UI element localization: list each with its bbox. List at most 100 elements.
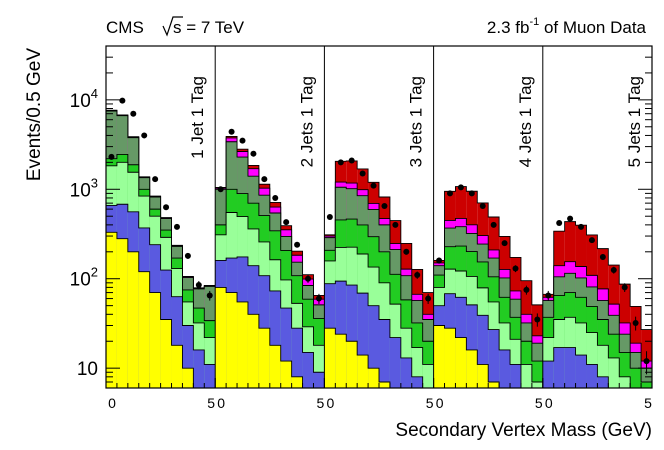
outline-lightgreen-panel4 [433,268,543,383]
x-tick-label-9: 0 [545,395,553,411]
data-point-panel4-bin9 [523,286,530,293]
stacked-bars [106,109,652,389]
outline-red-panel5 [542,221,652,331]
x-tick-label-1: 0 [108,395,116,411]
bar-lightgreen-panel5-bin8 [619,376,631,388]
outline-lightgreen-panel5 [542,316,652,389]
panel-dividers [214,46,544,388]
bar-blue-panel5-bin4 [575,355,587,388]
x-tick-label-5: 0 [327,395,335,411]
data-point-panel4-bin7 [501,240,508,247]
bar-yellow-panel2-bin2 [226,292,238,388]
data-point-panel2-bin8 [294,241,301,248]
bar-yellow-panel1-bin1 [106,232,117,388]
bar-lightgreen-panel4-bin8 [510,339,521,388]
bar-blue-panel4-bin4 [466,304,478,388]
y-tick-label-2: 102 [70,265,98,291]
data-point-panel5-bin10 [643,358,650,365]
x-tick-label-7: 0 [436,395,444,411]
x-tick-label-2: 5 [207,395,215,411]
bar-yellow-panel4-bin4 [466,349,478,388]
bar-yellow-panel3-bin3 [346,341,358,388]
data-point-panel3-bin8 [403,248,410,255]
bar-blue-panel3-bin7 [389,337,401,388]
bar-darkgreen-panel5-bin10 [641,368,652,388]
data-point-panel5-bin6 [599,253,606,260]
y-tick-label-3: 103 [70,175,98,201]
data-point-panel3-bin10 [425,295,432,302]
panel-label-1: 1 Jet 1 Tag [188,76,207,159]
data-point-panel2-bin5 [261,176,268,183]
outline-green-panel2 [215,188,325,319]
bar-blue-panel2-bin7 [280,308,292,388]
x-tick-label-3: 0 [217,395,225,411]
bar-blue-panel3-bin3 [346,285,358,388]
panel-label-5: 5 Jets 1 Tag [625,76,644,167]
bar-lightgreen-panel3-bin9 [411,347,423,388]
bar-yellow-panel4-bin6 [488,382,500,388]
y-axis-title: Events/0.5 GeV [24,48,45,181]
panel-label-4: 4 Jets 1 Tag [516,76,535,167]
y-tick-base-2: 10 [70,270,91,291]
bar-blue-panel1-bin10 [204,364,216,388]
bar-blue-panel3-bin8 [400,357,412,388]
bar-green-panel5-bin10 [641,382,652,388]
outline-red-panel3 [324,160,434,294]
bar-blue-panel5-bin1 [542,361,554,388]
bar-yellow-panel3-bin1 [324,328,336,388]
bar-blue-panel1-bin7 [171,296,183,388]
data-point-panel5-bin4 [578,223,585,230]
outline-green-panel5 [542,292,652,383]
data-point-panel3-bin6 [381,203,388,210]
data-point-panel3-bin7 [392,221,399,228]
data-point-panel1-bin9 [195,282,202,289]
outline-yellow-panel1 [106,231,216,389]
bar-blue-panel4-bin8 [510,364,521,388]
bar-blue-panel1-bin8 [182,325,194,388]
bar-blue-panel4-bin6 [488,329,500,388]
outline-blue-panel1 [106,203,216,365]
data-point-panel5-bin5 [588,237,595,244]
y-tick-exponent-2: 2 [91,265,98,280]
outline-darkgreen-panel5 [542,272,652,369]
data-point-panel1-bin10 [206,292,213,299]
bar-blue-panel2-bin8 [291,328,303,388]
data-point-panel2-bin4 [250,150,257,157]
bar-lightgreen-panel3-bin10 [422,364,434,388]
energy-variable: s [173,18,182,37]
luminosity-label: 2.3 fb-1 of Muon Data [487,16,647,37]
bar-green-panel4-bin10 [531,361,543,388]
outline-green-panel3 [324,218,434,342]
outline-darkgreen-panel3 [324,186,434,320]
data-point-panel4-bin8 [512,265,519,272]
sqrt-symbol-icon [162,16,183,37]
panel-label-2: 2 Jets 1 Tag [297,76,316,167]
data-point-panel4-bin4 [468,190,475,197]
bar-lightgreen-panel4-bin9 [520,364,532,388]
bar-blue-panel4-bin7 [499,349,511,388]
data-point-panel5-bin2 [556,219,563,226]
bar-blue-panel5-bin3 [564,347,576,388]
outline-red-panel4 [433,186,543,306]
panel-labels: 1 Jet 1 Tag 2 Jets 1 Tag 3 Jets 1 Tag 4 Jet… [188,76,644,167]
bar-blue-panel5-bin2 [553,347,565,388]
bar-yellow-panel2-bin5 [258,328,270,388]
outline-lightgreen-panel1 [106,161,216,338]
data-point-panel1-bin6 [163,204,170,211]
data-point-panel1-bin1 [108,153,115,160]
data-point-panel3-bin2 [337,159,344,166]
energy-label: s = 7 TeV [173,18,245,37]
bar-yellow-panel2-bin3 [237,301,248,388]
data-point-panel4-bin5 [479,203,486,210]
bar-yellow-panel2-bin1 [215,287,227,388]
bar-yellow-panel1-bin7 [171,345,183,388]
bar-lightgreen-panel5-bin7 [608,357,620,388]
data-point-panel3-bin3 [348,157,355,164]
data-point-panel4-bin6 [490,221,497,228]
bar-lightgreen-panel5-bin6 [597,345,609,388]
bar-yellow-panel4-bin2 [444,328,456,388]
bar-green-panel5-bin9 [630,368,642,388]
data-point-panel5-bin3 [567,215,574,222]
